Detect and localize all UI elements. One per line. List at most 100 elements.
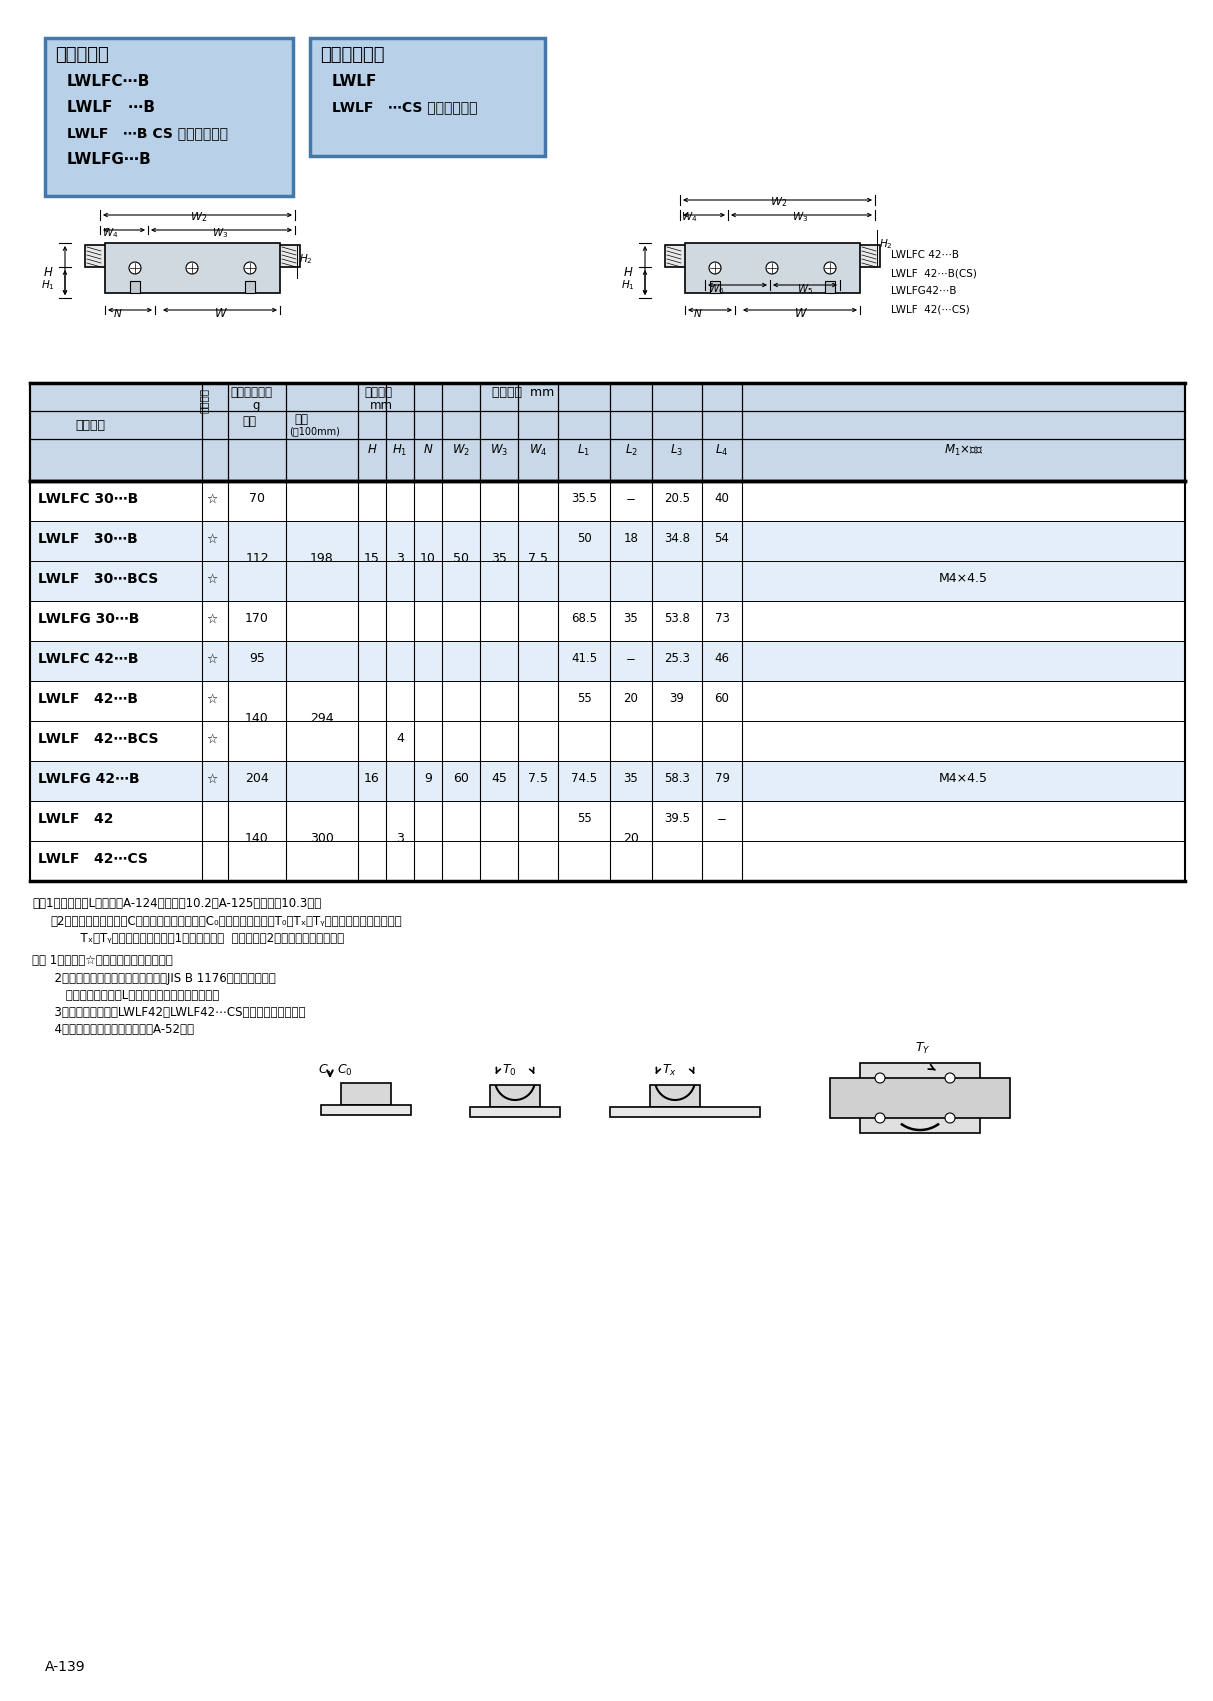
- Text: $W_3$: $W_3$: [792, 209, 808, 225]
- Text: $W_3$: $W_3$: [490, 442, 508, 458]
- Text: （2）基本额定动负荷（C）、基本额定静负荷（C₀）、额定静力矩（T₀、Tₓ、Tᵧ）为下图的方向的数值。: （2）基本额定动负荷（C）、基本额定静负荷（C₀）、额定静力矩（T₀、Tₓ、Tᵧ…: [50, 915, 402, 929]
- Bar: [665, 245, 879, 267]
- Bar: [490, 1085, 540, 1107]
- Text: 73: 73: [714, 612, 729, 626]
- Text: 装配尺寸: 装配尺寸: [364, 386, 392, 400]
- Text: LWLF   30⋯B: LWLF 30⋯B: [38, 532, 138, 546]
- Bar: [830, 1078, 1010, 1118]
- Text: $W_2$: $W_2$: [452, 442, 469, 458]
- Text: $W$: $W$: [213, 306, 228, 320]
- Text: ☆: ☆: [206, 772, 217, 786]
- Text: g: g: [252, 400, 260, 412]
- Text: $T_0$: $T_0$: [502, 1063, 517, 1078]
- Text: 滑轨: 滑轨: [294, 413, 308, 425]
- Text: 滚珠固定式: 滚珠固定式: [55, 46, 109, 65]
- Text: ☆: ☆: [206, 653, 217, 665]
- Text: 35: 35: [623, 772, 638, 786]
- Bar: [30, 561, 1185, 600]
- Bar: [650, 1085, 700, 1107]
- Text: LWLFG 30⋯B: LWLFG 30⋯B: [38, 612, 139, 626]
- Text: $H_1$: $H_1$: [392, 442, 408, 458]
- Bar: [341, 1084, 391, 1106]
- Text: $L_4$: $L_4$: [716, 442, 729, 458]
- Text: 112: 112: [245, 553, 269, 565]
- Text: $W$: $W$: [795, 306, 808, 320]
- Text: $W_6$: $W_6$: [708, 282, 724, 296]
- Text: 质量（参考）: 质量（参考）: [230, 386, 272, 400]
- Text: ☆: ☆: [206, 532, 217, 546]
- Bar: [130, 281, 139, 293]
- Text: 294: 294: [311, 713, 334, 726]
- Text: 20: 20: [623, 832, 639, 845]
- Text: $H_2$: $H_2$: [879, 236, 893, 250]
- Text: 不锈钢制直线导轨L附带不锈钢制的螺栓或螺钉。: 不锈钢制直线导轨L附带不锈钢制的螺栓或螺钉。: [32, 988, 220, 1002]
- Text: 50: 50: [452, 553, 469, 565]
- Text: 34.8: 34.8: [664, 532, 690, 546]
- Text: LWLFG 42⋯B: LWLFG 42⋯B: [38, 772, 139, 786]
- Text: LWLF  42⋯B(CS): LWLF 42⋯B(CS): [892, 269, 976, 277]
- Text: 15: 15: [364, 553, 380, 565]
- Bar: [825, 281, 835, 293]
- Text: M4×4.5: M4×4.5: [939, 772, 989, 786]
- Text: ☆: ☆: [206, 612, 217, 626]
- Text: 18: 18: [623, 532, 638, 546]
- Bar: [30, 840, 1185, 881]
- Text: 7.5: 7.5: [528, 772, 548, 786]
- Text: $H$: $H$: [42, 265, 53, 279]
- Text: 35: 35: [491, 553, 507, 565]
- Text: 39: 39: [670, 692, 684, 706]
- Bar: [685, 243, 860, 293]
- Text: $T_x$: $T_x$: [662, 1063, 677, 1078]
- Text: $W_2$: $W_2$: [189, 209, 206, 225]
- Bar: [30, 680, 1185, 721]
- Text: $H$: $H$: [366, 442, 377, 456]
- Circle shape: [875, 1073, 885, 1084]
- Text: $T_Y$: $T_Y$: [915, 1041, 930, 1056]
- Text: 74.5: 74.5: [571, 772, 597, 786]
- Text: 68.5: 68.5: [571, 612, 597, 626]
- Text: 4: 4: [397, 733, 404, 745]
- Text: 3: 3: [397, 832, 404, 845]
- Text: $L_2$: $L_2$: [625, 442, 638, 458]
- Bar: [469, 1107, 560, 1118]
- Text: 滑块尺寸  mm: 滑块尺寸 mm: [492, 386, 554, 400]
- Text: 140: 140: [245, 832, 269, 845]
- Text: LWLF   ⋯B CS （碳素钢制）: LWLF ⋯B CS （碳素钢制）: [67, 126, 228, 139]
- Text: 3: 3: [397, 553, 404, 565]
- Bar: [30, 801, 1185, 840]
- Circle shape: [186, 262, 198, 274]
- Text: ☆: ☆: [206, 493, 217, 505]
- Text: 2．附带的滑轨安装用螺栓是相当于JIS B 1176的内六角螺栓。: 2．附带的滑轨安装用螺栓是相当于JIS B 1176的内六角螺栓。: [32, 971, 275, 985]
- Text: 滑块: 滑块: [243, 415, 256, 429]
- Text: ☆: ☆: [206, 573, 217, 585]
- Text: LWLF   30⋯BCS: LWLF 30⋯BCS: [38, 572, 158, 587]
- Bar: [245, 281, 255, 293]
- Bar: [85, 245, 300, 267]
- Text: $W_3$: $W_3$: [211, 226, 228, 240]
- Bar: [30, 760, 1185, 801]
- Circle shape: [244, 262, 256, 274]
- Text: mm: mm: [370, 400, 393, 412]
- Bar: [30, 481, 1185, 521]
- Text: $M_1$×深度: $M_1$×深度: [944, 442, 984, 458]
- Text: 41.5: 41.5: [571, 653, 597, 665]
- Text: $W_4$: $W_4$: [529, 442, 547, 458]
- Text: 自由組合: 自由組合: [199, 388, 209, 413]
- Text: 54: 54: [714, 532, 729, 546]
- Text: 55: 55: [576, 692, 592, 706]
- Text: −: −: [626, 493, 636, 505]
- Text: $W_4$: $W_4$: [680, 209, 697, 225]
- Bar: [311, 37, 545, 156]
- Bar: [106, 243, 280, 293]
- Text: 50: 50: [576, 532, 592, 546]
- Text: LWLFG⋯B: LWLFG⋯B: [67, 151, 152, 167]
- Text: 55: 55: [576, 813, 592, 825]
- Circle shape: [129, 262, 141, 274]
- Text: 注（1）滑轨长度L记载于第A-124页上的表10.2及A-125页上的表10.3中。: 注（1）滑轨长度L记载于第A-124页上的表10.2及A-125页上的表10.3…: [32, 896, 321, 910]
- Bar: [860, 1063, 980, 1133]
- Circle shape: [824, 262, 836, 274]
- Text: $H_2$: $H_2$: [298, 252, 313, 265]
- Text: LWLF   42⋯B: LWLF 42⋯B: [38, 692, 138, 706]
- Text: 9: 9: [425, 772, 432, 786]
- Text: 7.5: 7.5: [528, 553, 548, 565]
